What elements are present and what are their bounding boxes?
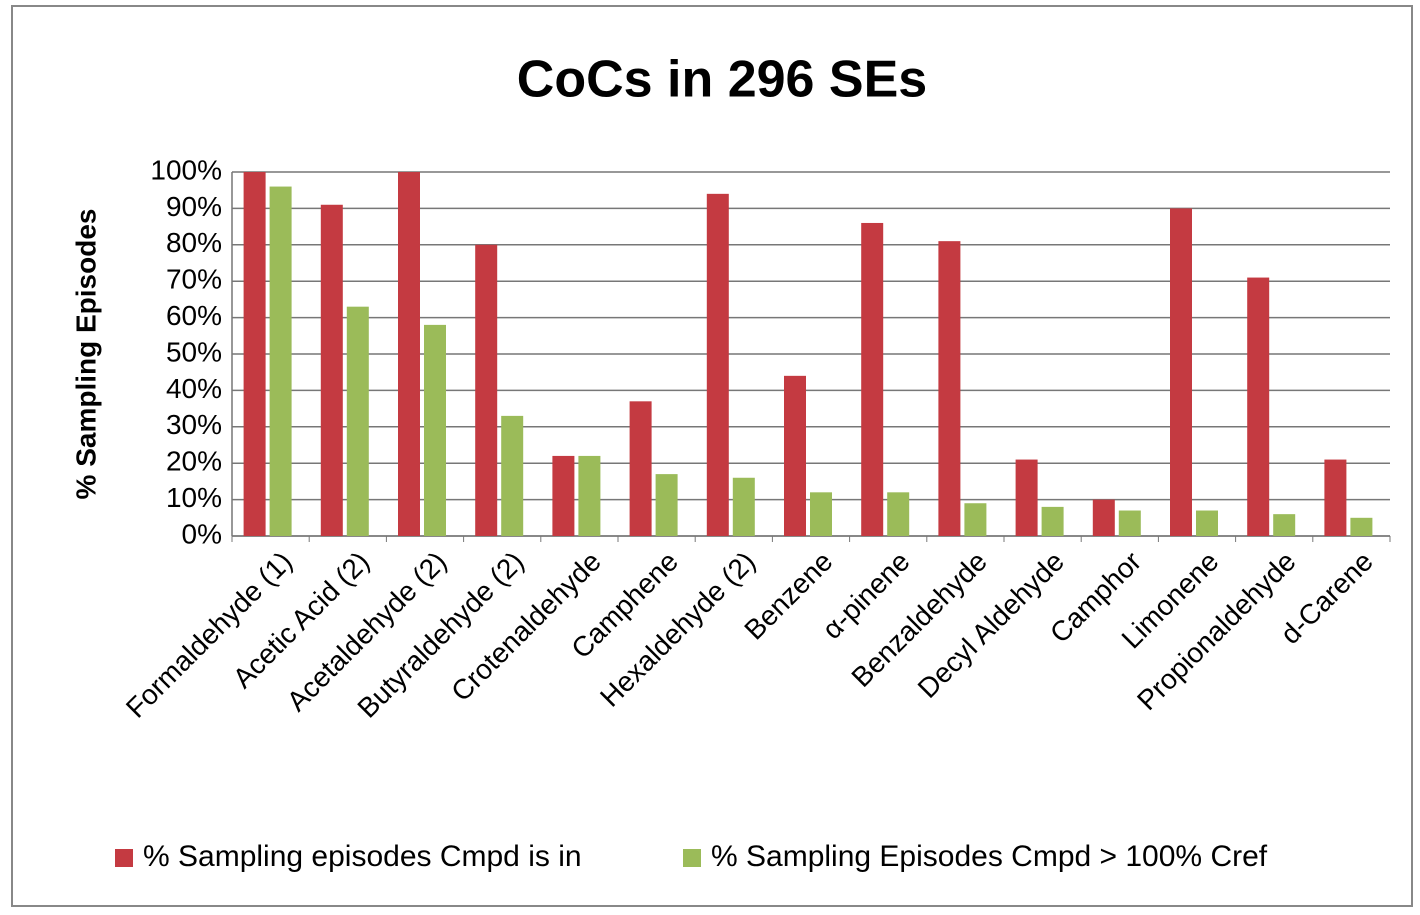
y-tick-label: 50% <box>166 336 222 367</box>
legend-label: % Sampling Episodes Cmpd > 100% Cref <box>711 840 1268 873</box>
bar <box>424 324 446 536</box>
bar <box>501 415 524 536</box>
bar <box>938 241 961 536</box>
y-tick-label: 10% <box>166 482 222 513</box>
bar <box>552 455 575 536</box>
y-tick-label: 80% <box>166 227 222 258</box>
bar <box>320 204 343 536</box>
bar <box>1170 208 1192 536</box>
chart-title: CoCs in 296 SEs <box>517 51 927 109</box>
legend-swatch <box>115 849 133 867</box>
bar <box>1273 514 1296 536</box>
y-tick-label: 70% <box>166 264 222 295</box>
bar <box>1247 277 1270 536</box>
y-tick-label: 100% <box>150 154 222 185</box>
y-axis-label: % Sampling Episodes <box>70 209 101 500</box>
bar <box>269 186 292 536</box>
bar <box>732 477 755 536</box>
bar <box>475 244 498 537</box>
y-tick-label: 60% <box>166 300 222 331</box>
bar <box>398 172 420 536</box>
bar <box>1196 510 1218 536</box>
legend-label: % Sampling episodes Cmpd is in <box>143 840 582 873</box>
y-tick-label: 30% <box>166 409 222 440</box>
y-tick-label: 90% <box>166 191 222 222</box>
bar <box>1092 499 1115 536</box>
bar <box>629 401 652 536</box>
bar <box>1041 506 1064 536</box>
legend-swatch <box>683 849 701 867</box>
bar <box>1324 459 1347 536</box>
y-tick-label: 20% <box>166 446 222 477</box>
y-tick-label: 40% <box>166 373 222 404</box>
bar <box>1118 510 1141 536</box>
bar <box>1350 517 1373 536</box>
bar <box>810 492 832 536</box>
bar <box>243 172 266 536</box>
bar <box>887 492 910 536</box>
bar <box>784 375 806 536</box>
bar <box>964 503 987 536</box>
bar <box>578 455 601 536</box>
bar <box>346 306 369 536</box>
bar <box>655 474 678 536</box>
y-tick-label: 0% <box>182 518 222 549</box>
bar <box>1015 459 1038 536</box>
bar <box>861 222 884 536</box>
bar <box>706 193 729 536</box>
